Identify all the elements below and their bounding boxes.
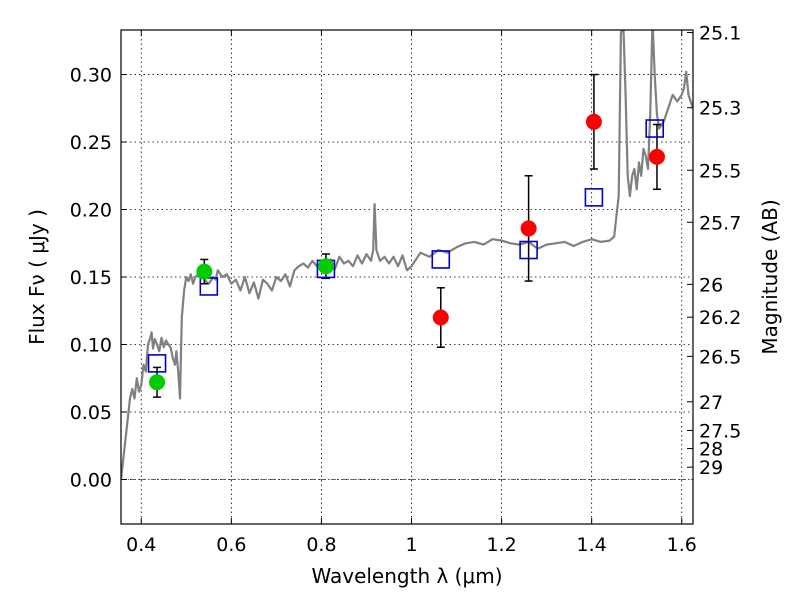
mag-tick-label: 27 [699,392,723,414]
mag-tick-label: 25.7 [699,212,741,234]
y-tick-label: 0.25 [70,132,112,154]
mag-tick-label: 26.2 [699,307,741,329]
y2-axis-title: Magnitude (AB) [758,199,782,354]
x-axis-ticks: 0.4 0.6 0.8 1 1.2 1.4 1.6 [126,30,697,556]
model-photometry-square [645,119,665,138]
x-tick-label: 1 [405,534,417,556]
x-tick-label: 0.4 [126,534,156,556]
y-axis-ticks: 0.00 0.05 0.10 0.15 0.20 0.25 0.30 [70,65,127,491]
model-photometry-group [147,119,665,373]
detection-point [432,309,449,326]
x-tick-label: 1.2 [486,534,516,556]
mag-tick-label: 25.3 [699,98,741,120]
mag-tick-label: 26 [699,274,723,296]
model-photometry-square [519,240,538,260]
model-sed-line [121,30,693,480]
mag-tick-label: 27.5 [699,420,741,442]
x-tick-label: 1.6 [667,534,697,556]
y-tick-label: 0.05 [70,402,112,424]
x-axis-title: Wavelength λ (μm) [311,564,502,588]
y-tick-label: 0.10 [70,334,112,356]
y-tick-label: 0.00 [70,469,112,491]
y-tick-label: 0.15 [70,267,112,289]
y-axis-title: Flux Fν ( μJy ) [25,209,49,345]
mag-tick-label: 28 [699,439,723,461]
detection-point [317,258,334,275]
mag-tick-label: 26.5 [699,346,741,368]
model-photometry-square [584,188,604,207]
x-tick-label: 0.6 [216,534,246,556]
detection-point [196,263,213,280]
y-tick-label: 0.30 [70,65,112,87]
model-sed-group [121,30,693,480]
y-tick-label: 0.20 [70,200,112,222]
model-photometry-square [431,250,451,269]
model-photometry-square [147,354,167,373]
detection-point [585,113,602,130]
detections-group [149,113,665,391]
detection-point [149,374,166,391]
x-tick-label: 1.4 [577,534,607,556]
mag-tick-label: 29 [699,457,723,479]
detection-point [648,148,665,165]
mag-tick-label: 25.1 [699,23,741,45]
x-tick-label: 0.8 [306,534,336,556]
detection-point [520,220,537,237]
mag-tick-label: 25.5 [699,160,741,182]
